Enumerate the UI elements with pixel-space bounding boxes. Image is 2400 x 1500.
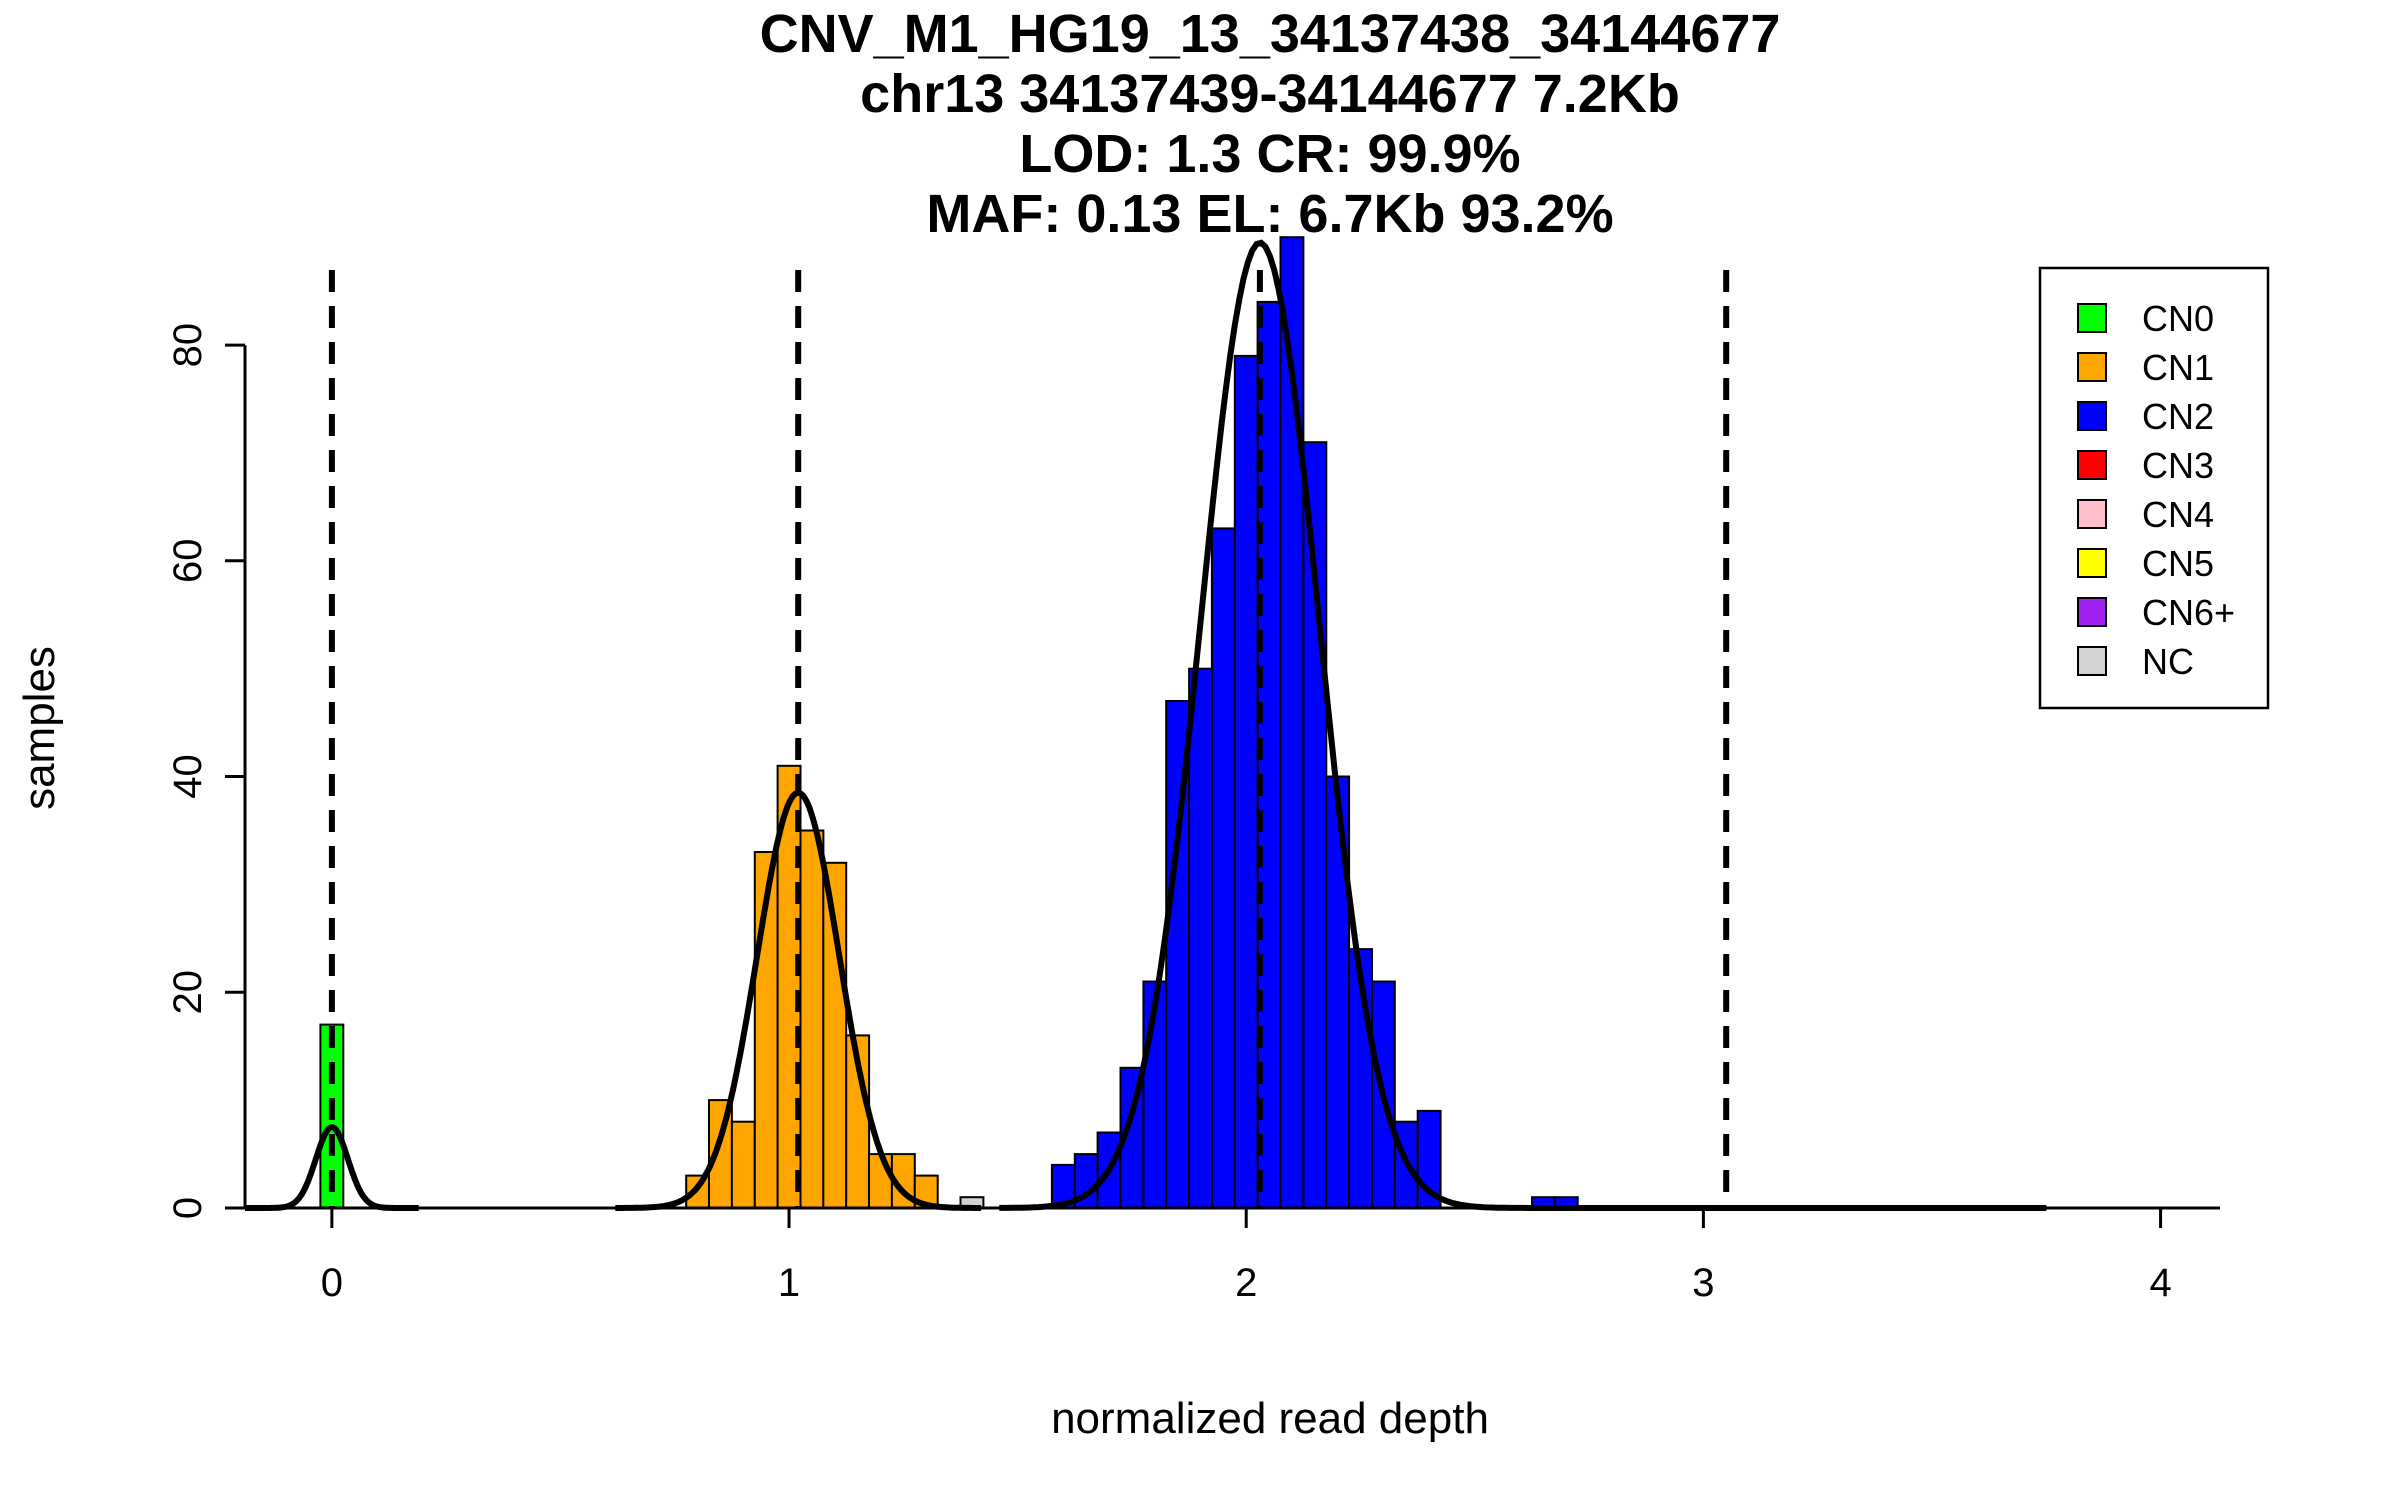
- title-line-2: chr13 34137439-34144677 7.2Kb: [860, 64, 1680, 124]
- y-tick-label-40: 40: [166, 754, 210, 799]
- title-line-4: MAF: 0.13 EL: 6.7Kb 93.2%: [926, 184, 1613, 244]
- legend-swatch-cn6-plus: [2077, 597, 2107, 627]
- title-line-3: LOD: 1.3 CR: 99.9%: [1019, 124, 1520, 184]
- legend-label-cn3: CN3: [2142, 445, 2214, 486]
- copy-number-dashed-lines: [328, 270, 1730, 1208]
- bar-cn2-19: [1188, 667, 1213, 1209]
- legend-swatch-cn1: [2077, 352, 2107, 382]
- bar-cn1-6: [799, 829, 825, 1209]
- legend-label-cn1: CN1: [2142, 347, 2214, 388]
- x-tick-label-2: 2: [1235, 1261, 1257, 1305]
- y-axis-label: samples: [15, 646, 64, 810]
- x-tick-label-3: 3: [1692, 1261, 1714, 1305]
- legend-box: [2038, 266, 2270, 710]
- legend-label-cn6-plus: CN6+: [2142, 592, 2235, 633]
- title-line-1: CNV_M1_HG19_13_34137438_34144677: [760, 4, 1781, 64]
- legend-label-nc: NC: [2142, 641, 2194, 682]
- legend-label-cn5: CN5: [2142, 543, 2214, 584]
- bar-cn2-20: [1210, 527, 1236, 1209]
- legend: CN0 CN1 CN2 CN3 CN4 CN5 CN6+ NC: [2038, 266, 2270, 710]
- legend-swatch-cn5: [2077, 548, 2107, 578]
- legend-swatch-cn3: [2077, 450, 2107, 480]
- legend-label-cn2: CN2: [2142, 396, 2214, 437]
- legend-swatch-cn0: [2077, 303, 2107, 333]
- legend-swatch-cn2: [2077, 401, 2107, 431]
- bar-cn2-21: [1233, 354, 1259, 1209]
- x-tick-label-1: 1: [778, 1261, 800, 1305]
- y-tick-label-20: 20: [166, 970, 210, 1015]
- bar-cn1-3: [730, 1120, 756, 1209]
- y-tick-label-0: 0: [166, 1197, 210, 1219]
- legend-label-cn4: CN4: [2142, 494, 2214, 535]
- bar-cn1-9: [868, 1153, 893, 1209]
- legend-swatch-nc: [2077, 646, 2107, 676]
- histogram-bars: [319, 236, 1579, 1210]
- legend-swatch-cn4: [2077, 499, 2107, 529]
- x-tick-label-0: 0: [321, 1261, 343, 1305]
- y-tick-label-60: 60: [166, 539, 210, 584]
- legend-label-cn0: CN0: [2142, 298, 2214, 339]
- y-tick-label-80: 80: [166, 323, 210, 368]
- x-tick-label-4: 4: [2149, 1261, 2171, 1305]
- x-axis-label: normalized read depth: [1051, 1394, 1489, 1443]
- chart-title: CNV_M1_HG19_13_34137438_34144677 chr13 3…: [760, 4, 1781, 244]
- fit-curves: [245, 239, 2047, 1211]
